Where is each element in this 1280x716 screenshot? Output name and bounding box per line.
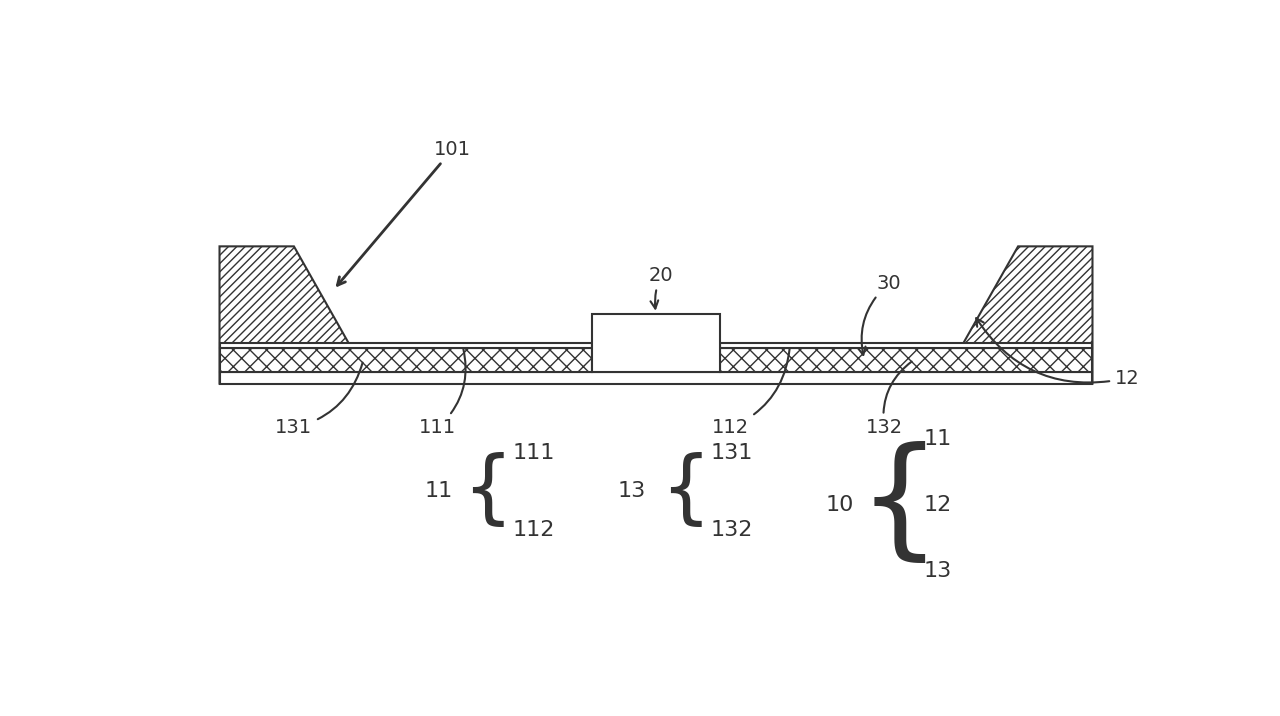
Text: 132: 132 <box>710 520 753 540</box>
Bar <box>721 349 1093 372</box>
Text: 11: 11 <box>924 429 952 449</box>
Bar <box>220 349 591 372</box>
Text: 101: 101 <box>338 140 471 285</box>
Text: 13: 13 <box>618 481 646 501</box>
Polygon shape <box>220 246 348 384</box>
Text: 11: 11 <box>425 481 453 501</box>
Text: 131: 131 <box>275 362 362 437</box>
Text: {: { <box>660 452 712 530</box>
Text: 12: 12 <box>977 318 1139 387</box>
Text: 112: 112 <box>512 520 554 540</box>
Text: 132: 132 <box>865 362 911 437</box>
Text: {: { <box>462 452 513 530</box>
Text: 30: 30 <box>858 274 901 355</box>
Text: {: { <box>858 442 941 569</box>
Bar <box>220 372 1093 384</box>
Text: 20: 20 <box>649 266 673 309</box>
Text: 112: 112 <box>712 349 790 437</box>
Text: 12: 12 <box>924 495 952 515</box>
Text: 131: 131 <box>710 442 753 463</box>
Bar <box>220 343 591 349</box>
Bar <box>721 343 1093 349</box>
Polygon shape <box>964 246 1093 384</box>
Bar <box>591 314 721 372</box>
Text: 13: 13 <box>924 561 952 581</box>
Text: 111: 111 <box>419 348 466 437</box>
Text: 111: 111 <box>512 442 554 463</box>
Text: 10: 10 <box>826 495 855 515</box>
